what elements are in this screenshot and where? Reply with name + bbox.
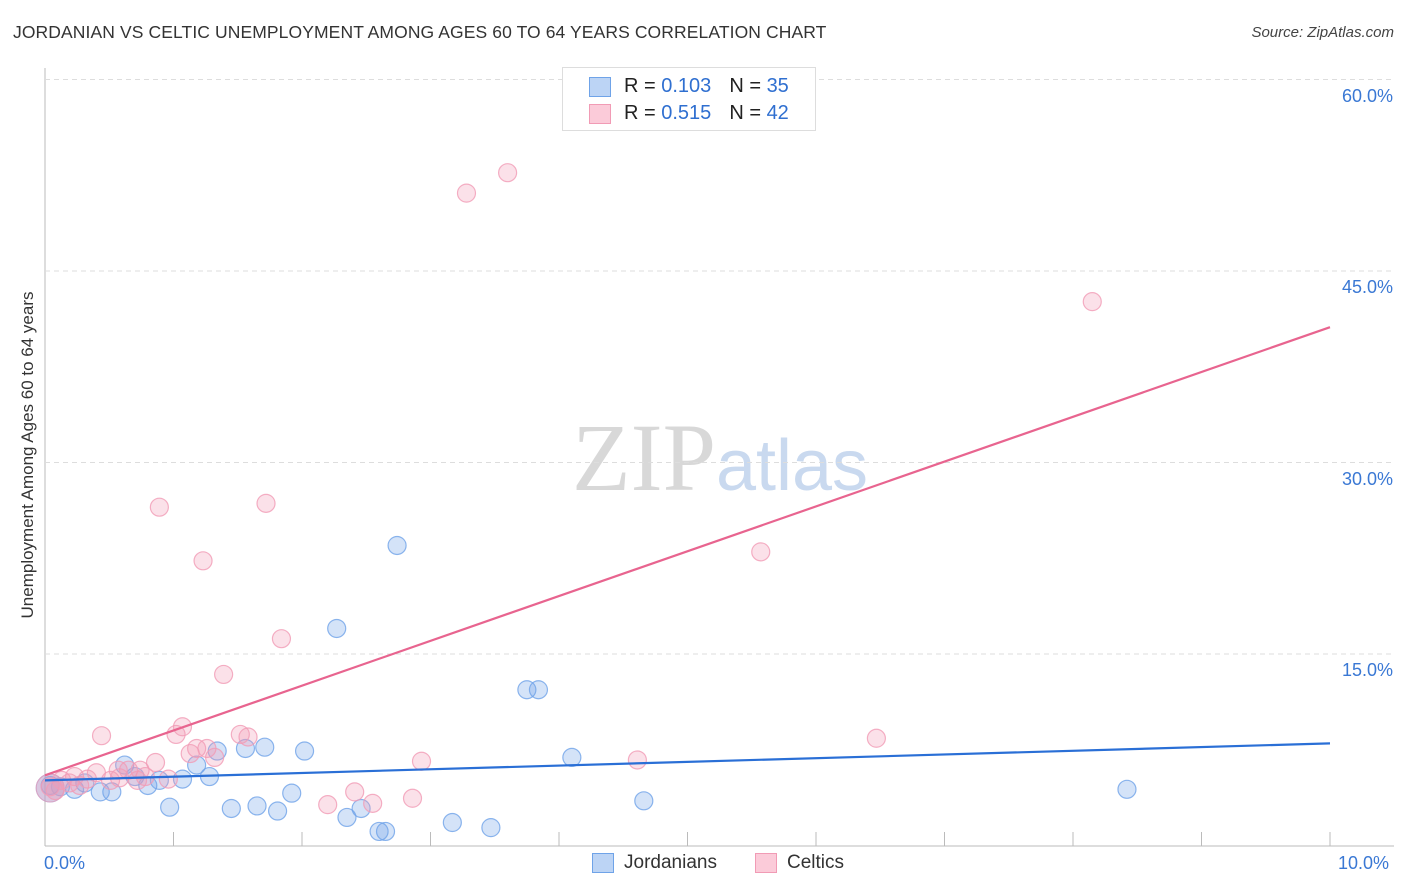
data-point-celtics — [205, 747, 225, 768]
legend-row-jordanians: R = 0.103 N = 35 — [589, 75, 789, 98]
data-point-jordanians — [247, 796, 267, 816]
data-point-jordanians — [221, 798, 241, 819]
source-label: Source: ZipAtlas.com — [1251, 24, 1394, 41]
data-point-jordanians — [187, 755, 207, 775]
data-point-jordanians — [327, 618, 347, 639]
data-point-celtics — [70, 775, 90, 796]
celtics-swatch — [755, 853, 777, 873]
data-point-jordanians — [375, 821, 396, 842]
data-point-celtics — [91, 726, 112, 746]
data-point-jordanians — [267, 801, 288, 821]
n-value: 35 — [766, 75, 789, 97]
data-point-celtics — [411, 751, 432, 771]
data-point-celtics — [149, 497, 169, 517]
data-point-jordanians — [1117, 779, 1137, 799]
legend-label: Jordanians — [624, 852, 717, 873]
data-point-celtics — [498, 163, 518, 183]
watermark: ZIPatlas — [572, 404, 868, 511]
r-value: 0.515 — [661, 102, 712, 124]
data-point-celtics — [402, 788, 423, 808]
data-point-jordanians — [481, 818, 501, 838]
y-tick-label: 60.0% — [1341, 85, 1393, 106]
legend-label: Celtics — [787, 852, 845, 873]
data-point-celtics — [166, 724, 186, 745]
data-point-celtics — [627, 750, 647, 770]
data-point-jordanians — [369, 821, 389, 842]
x-tick-label: 0.0% — [44, 853, 86, 873]
data-point-jordanians — [528, 680, 549, 700]
legend-jordanians: Jordanians — [592, 852, 717, 874]
data-point-celtics — [193, 551, 213, 571]
legend-row-celtics: R = 0.515 N = 42 — [589, 102, 789, 125]
data-point-celtics — [40, 777, 60, 797]
stats-legend: R = 0.103 N = 35 R = 0.515 N = 42 — [562, 67, 816, 131]
data-point-jordanians — [634, 791, 654, 811]
data-point-celtics — [1082, 292, 1102, 312]
r-label: R = — [624, 75, 656, 97]
x-tick-label: 10.0% — [1338, 853, 1390, 873]
y-tick-label: 45.0% — [1341, 277, 1393, 297]
data-point-jordanians — [160, 797, 180, 817]
data-point-jordanians — [337, 807, 357, 828]
data-point-jordanians — [387, 535, 407, 556]
data-point-jordanians — [562, 747, 582, 768]
data-point-celtics — [363, 793, 383, 813]
r-label: R = — [624, 102, 656, 124]
data-point-celtics — [256, 493, 276, 513]
n-value: 42 — [766, 102, 789, 124]
n-label: N = — [729, 75, 761, 97]
data-point-celtics — [271, 629, 292, 649]
data-point-celtics — [214, 664, 234, 685]
data-point-jordanians — [351, 798, 371, 819]
n-label: N = — [729, 102, 761, 124]
data-point-celtics — [318, 795, 338, 815]
y-tick-label: 15.0% — [1341, 660, 1393, 680]
celtics-swatch — [589, 103, 611, 124]
data-point-celtics — [130, 760, 150, 780]
data-point-celtics — [145, 752, 166, 773]
legend-celtics: Celtics — [755, 852, 844, 874]
data-point-jordanians — [172, 769, 193, 789]
data-point-celtics — [158, 769, 178, 789]
data-point-celtics — [187, 738, 207, 759]
data-point-celtics — [751, 542, 771, 562]
jordanians-swatch — [589, 76, 611, 97]
data-point-celtics — [866, 728, 886, 748]
data-point-celtics — [345, 782, 365, 802]
data-point-celtics — [230, 724, 250, 745]
trend-line-jordanians — [44, 742, 1331, 782]
data-point-jordanians — [442, 812, 462, 833]
data-point-jordanians — [294, 741, 315, 761]
jordanians-swatch — [592, 853, 614, 873]
chart-title: JORDANIAN VS CELTIC UNEMPLOYMENT AMONG A… — [13, 22, 827, 42]
r-value: 0.103 — [661, 75, 712, 97]
data-point-celtics — [238, 727, 258, 747]
data-point-jordanians — [282, 783, 302, 803]
y-tick-label: 30.0% — [1341, 468, 1393, 489]
data-point-celtics — [456, 183, 477, 203]
trend-line-celtics — [44, 326, 1331, 777]
data-point-jordanians — [255, 737, 275, 757]
data-point-jordanians — [517, 680, 537, 700]
